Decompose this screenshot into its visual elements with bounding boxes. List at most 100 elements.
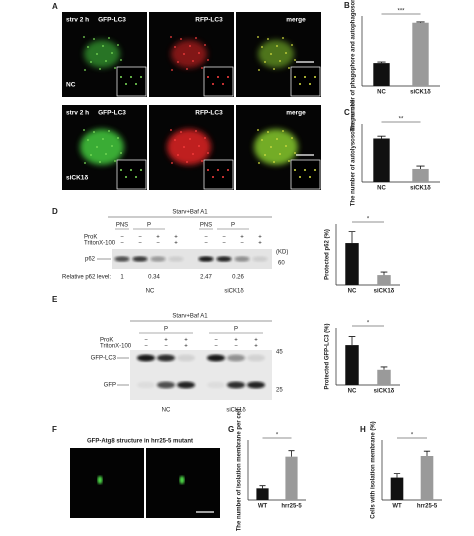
puncta: [267, 131, 269, 133]
label: +: [254, 344, 258, 350]
puncta: [96, 146, 98, 148]
label: +: [258, 235, 262, 241]
puncta: [87, 139, 89, 141]
label: +: [184, 338, 188, 344]
band: [247, 381, 265, 389]
puncta: [83, 129, 85, 131]
label: Cells with isolation membrane (%): [371, 421, 377, 518]
label: The number of isolation membrane per cel…: [237, 408, 243, 531]
label: hrr25-5: [417, 504, 438, 510]
band: [252, 256, 268, 262]
label: The number of autolysosome per cell: [351, 99, 357, 206]
puncta: [111, 145, 113, 147]
label: ProK: [84, 235, 97, 241]
label: 0.26: [232, 275, 244, 281]
puncta: [270, 53, 272, 55]
puncta: [183, 53, 185, 55]
inset-puncta: [120, 169, 122, 171]
puncta: [90, 61, 92, 63]
band: [216, 256, 232, 262]
label: hrr25-5: [281, 504, 302, 510]
puncta: [288, 160, 290, 162]
label: Relative p62 level:: [62, 275, 111, 281]
label: NC: [146, 289, 155, 295]
label: +: [174, 241, 178, 247]
label: +: [240, 235, 244, 241]
label: +: [258, 241, 262, 247]
label: siCK1δ: [226, 408, 246, 414]
inset-puncta: [222, 176, 224, 178]
puncta: [294, 59, 296, 61]
error-bar: [416, 165, 425, 169]
label: −: [144, 344, 148, 350]
inset-puncta: [140, 169, 142, 171]
label: 45: [276, 350, 283, 356]
puncta: [87, 46, 89, 48]
puncta: [279, 60, 281, 62]
puncta: [204, 44, 206, 46]
label: G: [228, 425, 234, 434]
puncta: [192, 153, 194, 155]
puncta: [93, 131, 95, 133]
puncta: [195, 37, 197, 39]
label: siCK1δ: [374, 289, 395, 295]
band: [207, 354, 225, 362]
cell-signal: [80, 129, 124, 165]
puncta: [192, 60, 194, 62]
puncta: [90, 154, 92, 156]
band: [247, 354, 265, 362]
puncta: [99, 68, 101, 70]
puncta: [291, 137, 293, 139]
label: P: [234, 327, 238, 333]
inset-puncta: [309, 83, 311, 85]
bar: [412, 168, 429, 182]
puncta: [177, 61, 179, 63]
inset-puncta: [207, 76, 209, 78]
label: +: [156, 235, 160, 241]
puncta: [171, 69, 173, 71]
inset: [290, 159, 321, 190]
error-bar: [288, 450, 295, 457]
puncta: [105, 60, 107, 62]
puncta: [189, 45, 191, 47]
label: siCK1δ: [374, 389, 395, 395]
inset-puncta: [130, 169, 132, 171]
label: TritonX-100: [100, 344, 132, 350]
puncta: [102, 45, 104, 47]
label: −: [204, 235, 208, 241]
label: NC: [377, 90, 386, 96]
puncta: [108, 130, 110, 132]
inset-puncta: [140, 76, 142, 78]
inset-puncta: [120, 76, 122, 78]
gfp-dot: [179, 476, 185, 484]
band: [157, 354, 175, 362]
label: F: [52, 425, 57, 434]
inset-puncta: [135, 83, 137, 85]
inset-puncta: [299, 83, 301, 85]
label: P: [231, 223, 235, 229]
inset-puncta: [304, 169, 306, 171]
label: merge: [286, 110, 306, 117]
cell-signal: [167, 129, 211, 165]
band: [234, 256, 250, 262]
band: [114, 256, 130, 262]
error-bar: [377, 61, 386, 64]
puncta: [207, 59, 209, 61]
puncta: [186, 68, 188, 70]
puncta: [183, 146, 185, 148]
label: WT: [392, 504, 402, 510]
band: [227, 354, 245, 362]
label: −: [204, 241, 208, 247]
label: NC: [66, 82, 76, 89]
label: +: [174, 235, 178, 241]
puncta: [282, 37, 284, 39]
puncta: [276, 45, 278, 47]
label: −: [222, 235, 226, 241]
puncta: [273, 161, 275, 163]
label: merge: [286, 17, 306, 24]
label: ***: [397, 9, 405, 15]
inset-puncta: [217, 76, 219, 78]
band: [207, 381, 225, 389]
puncta: [273, 68, 275, 70]
puncta: [111, 52, 113, 54]
